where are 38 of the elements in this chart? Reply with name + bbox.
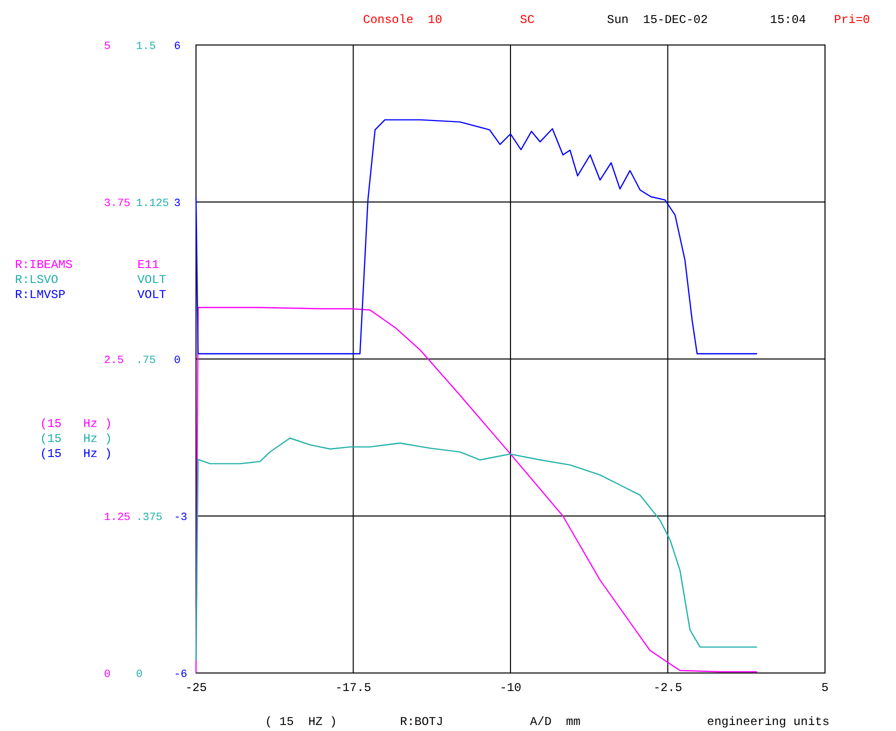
y2-tick-label: 1.5	[136, 41, 156, 53]
y2-tick-label: .75	[136, 355, 156, 367]
text: R:LSVO VOLT	[15, 273, 166, 287]
y3-tick-label: 0	[174, 355, 181, 367]
text: Pri=0	[834, 13, 870, 27]
y-tick-label: 0	[104, 669, 111, 681]
y-tick-label: 2.5	[104, 355, 124, 367]
text: (15 Hz )	[40, 447, 112, 461]
y-tick-label: 5	[104, 41, 111, 53]
text: 15:04	[770, 13, 806, 27]
x-tick-label: -25	[185, 681, 207, 695]
y3-tick-label: 3	[174, 198, 181, 210]
text: engineering units	[707, 715, 830, 729]
x-tick-label: -17.5	[335, 681, 372, 695]
text: R:IBEAMS E11	[15, 258, 160, 272]
text: Sun 15-DEC-02	[607, 13, 708, 27]
text: SC	[520, 13, 534, 27]
y-tick-label: 1.25	[104, 512, 130, 524]
text: (15 Hz )	[40, 417, 112, 431]
y-tick-label: 3.75	[104, 198, 130, 210]
x-tick-label: -10	[500, 681, 522, 695]
y2-tick-label: .375	[136, 512, 162, 524]
x-tick-label: -2.5	[653, 681, 682, 695]
line-series	[195, 306, 758, 674]
x-axis-title: R:BOTJ	[400, 715, 444, 729]
y3-tick-label: 6	[174, 41, 181, 53]
y2-tick-label: 1.125	[136, 198, 170, 210]
line-series	[195, 119, 758, 354]
text: A/D mm	[530, 715, 580, 729]
text: ( 15 HZ )	[265, 715, 338, 729]
text: (15 Hz )	[40, 432, 112, 446]
x-tick-label: 5	[821, 681, 829, 695]
y3-tick-label: -3	[174, 512, 188, 524]
text: Console 10	[363, 13, 442, 27]
text: R:LMVSP VOLT	[15, 288, 166, 302]
line-series	[195, 438, 758, 662]
y3-tick-label: -6	[174, 669, 188, 681]
y2-tick-label: 0	[136, 669, 143, 681]
